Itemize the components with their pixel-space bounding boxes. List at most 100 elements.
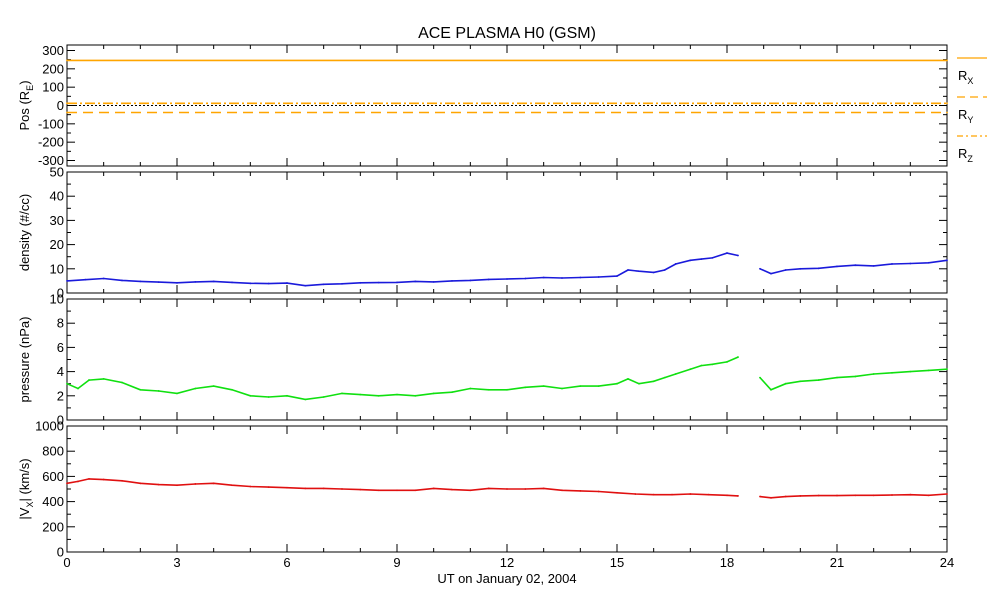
legend-ry-sub: Y bbox=[967, 115, 973, 125]
y-tick-label: 2 bbox=[57, 388, 64, 403]
series-pressure-point bbox=[451, 391, 453, 394]
series-vx-point bbox=[737, 495, 739, 497]
series-density-point bbox=[267, 282, 270, 285]
series-vx-point bbox=[784, 495, 787, 498]
series-pressure-point bbox=[66, 382, 68, 385]
series-density-point bbox=[542, 276, 545, 279]
series-rz-point bbox=[946, 102, 948, 105]
series-vx-point bbox=[524, 488, 527, 490]
y-axis-label: density (#/cc) bbox=[17, 194, 32, 271]
series-density-point bbox=[674, 263, 677, 265]
x-tick-label: 24 bbox=[940, 555, 954, 570]
series-pressure-point bbox=[737, 356, 739, 358]
series-density-point bbox=[432, 280, 435, 283]
series-density-point bbox=[304, 284, 307, 287]
series-pressure-point bbox=[139, 388, 142, 391]
series-pressure-point bbox=[627, 377, 629, 380]
series-vx-point bbox=[267, 486, 270, 489]
series-vx-point bbox=[616, 491, 618, 494]
series-vx-point bbox=[872, 494, 875, 497]
series-vx-point bbox=[726, 494, 728, 497]
series-pressure-point bbox=[579, 385, 582, 388]
legend-rx-label: RX bbox=[958, 68, 973, 86]
y-tick-label: 4 bbox=[57, 364, 64, 379]
x-tick-label: 12 bbox=[500, 555, 514, 570]
series-vx-point bbox=[634, 493, 637, 495]
series-pressure-point bbox=[836, 376, 838, 379]
series-density-point bbox=[84, 278, 87, 281]
series-vx-point bbox=[77, 480, 79, 483]
y-tick-label: 40 bbox=[50, 189, 64, 204]
series-pressure-point bbox=[854, 375, 857, 378]
series-pressure-point bbox=[377, 394, 380, 397]
legend-rz-label: RZ bbox=[958, 146, 973, 164]
series-pressure-point bbox=[689, 368, 692, 371]
series-density-point bbox=[726, 252, 728, 254]
series-ry-point bbox=[66, 111, 68, 114]
series-vx-point bbox=[341, 488, 343, 490]
series-vx-point bbox=[359, 488, 362, 491]
series-density-point bbox=[451, 280, 453, 282]
series-vx-point bbox=[469, 489, 472, 492]
y-tick-label: 10 bbox=[50, 261, 64, 276]
y-tick-label: 0 bbox=[57, 413, 64, 428]
x-tick-label: 0 bbox=[63, 555, 70, 570]
series-pressure-point bbox=[927, 369, 930, 372]
series-density-point bbox=[817, 267, 820, 270]
y-tick-label: 0 bbox=[57, 286, 64, 301]
panel-frame bbox=[66, 298, 948, 421]
y-tick-label: 800 bbox=[42, 444, 64, 459]
series-vx-point bbox=[432, 487, 435, 490]
series-density-point bbox=[927, 261, 930, 264]
legend-ry-label: RY bbox=[958, 107, 973, 125]
series-pressure-point bbox=[88, 379, 90, 381]
series-density-point bbox=[638, 270, 640, 273]
series-vx-point bbox=[212, 482, 215, 485]
legend-ry-base: R bbox=[958, 107, 967, 122]
y-tick-label: 6 bbox=[57, 340, 64, 355]
series-vx-point bbox=[157, 483, 160, 486]
series-pressure-point bbox=[414, 394, 417, 397]
y-tick-label: -300 bbox=[38, 153, 64, 168]
series-vx-point bbox=[286, 486, 288, 489]
series-density-point bbox=[799, 267, 802, 270]
series-density-point bbox=[212, 280, 215, 283]
series-vx-point bbox=[88, 478, 90, 480]
series-pressure-point bbox=[487, 388, 490, 391]
series-vx-point bbox=[66, 482, 68, 485]
series-pressure-point bbox=[469, 387, 472, 390]
series-pressure-point bbox=[759, 376, 761, 379]
y-tick-label: 0 bbox=[57, 545, 64, 560]
series-vx-point bbox=[689, 493, 692, 495]
series-pressure-point bbox=[726, 361, 728, 363]
series-pressure-point bbox=[304, 398, 307, 401]
series-vx-point bbox=[377, 489, 380, 492]
y-axis-label-sub: E bbox=[25, 85, 35, 91]
series-density-point bbox=[469, 279, 472, 282]
series-vx-point bbox=[579, 489, 582, 492]
series-density-point bbox=[909, 262, 912, 265]
y-tick-label: -100 bbox=[38, 116, 64, 131]
series-pressure-line bbox=[66, 356, 948, 401]
x-tick-label: 9 bbox=[393, 555, 400, 570]
series-density-point bbox=[891, 263, 893, 265]
series-density-point bbox=[836, 265, 838, 268]
series-density-point bbox=[561, 277, 563, 279]
x-tick-label: 18 bbox=[720, 555, 734, 570]
y-tick-label: 50 bbox=[50, 165, 64, 180]
series-density-point bbox=[506, 278, 508, 280]
series-density-point bbox=[249, 282, 252, 285]
series-vx-point bbox=[542, 487, 545, 490]
y-axis-label-sub: X bbox=[25, 502, 35, 508]
y-tick-label: 30 bbox=[50, 213, 64, 228]
series-density-point bbox=[616, 275, 618, 277]
series-pressure-point bbox=[231, 388, 233, 391]
legend-rx-sub: X bbox=[967, 76, 973, 86]
series-density-point bbox=[700, 258, 703, 261]
series-density-point bbox=[663, 269, 666, 271]
series-vx-point bbox=[249, 485, 252, 488]
y-tick-label: 20 bbox=[50, 237, 64, 252]
series-pressure-point bbox=[909, 370, 912, 373]
series-density-point bbox=[231, 281, 233, 284]
